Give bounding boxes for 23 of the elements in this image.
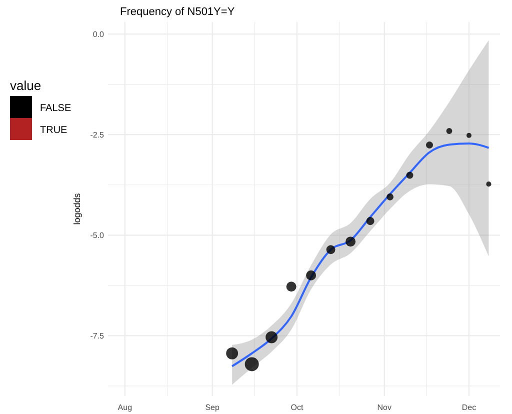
x-tick-label: Sep — [205, 403, 220, 412]
x-tick-label: Oct — [290, 403, 304, 412]
legend-title: value — [10, 78, 42, 93]
y-tick-label: -7.5 — [90, 332, 105, 341]
chart-title: Frequency of N501Y=Y — [120, 6, 236, 18]
legend-label: FALSE — [40, 103, 72, 114]
y-tick-label: -2.5 — [90, 130, 105, 140]
point — [286, 282, 296, 292]
line-series — [231, 142, 490, 368]
point — [426, 142, 433, 149]
point — [326, 245, 336, 254]
x-tick-label: Dec — [462, 403, 476, 412]
x-tick-label: Nov — [377, 403, 392, 412]
y-axis-title: logodds — [72, 192, 82, 225]
point — [346, 236, 356, 247]
y-tick-label: 0.0 — [92, 30, 105, 40]
point — [366, 217, 374, 226]
x-tick-label: Aug — [118, 403, 132, 412]
legend-label: TRUE — [40, 125, 68, 136]
y-tick-label: -5.0 — [90, 231, 105, 240]
point — [386, 193, 394, 200]
point — [406, 172, 414, 179]
point — [306, 270, 316, 280]
